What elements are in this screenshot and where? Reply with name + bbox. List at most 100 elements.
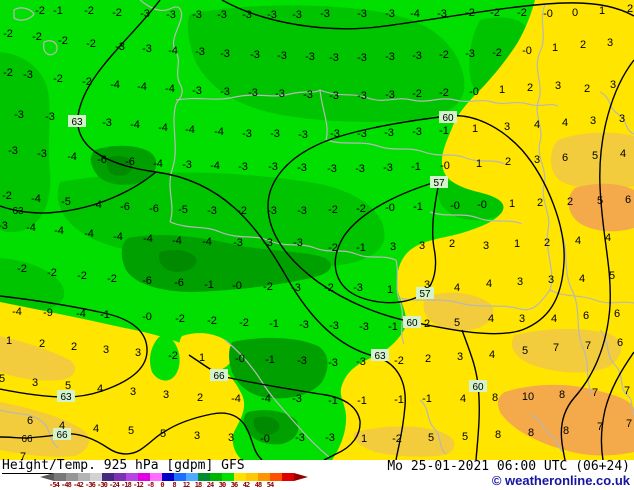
temp-value: 7 xyxy=(585,340,591,352)
temp-value: 4 xyxy=(534,119,540,131)
temp-value: -6 xyxy=(120,201,130,213)
temp-value: -3 xyxy=(37,148,47,160)
temp-value: 4 xyxy=(488,313,494,325)
temp-value: -0 xyxy=(232,280,242,292)
temp-value: 8 xyxy=(492,392,498,404)
temp-value: -4 xyxy=(214,126,224,138)
colorbar-cell xyxy=(126,473,138,481)
contour-value: 60 xyxy=(472,382,484,393)
temp-value: -3 xyxy=(297,355,307,367)
temp-value: 3 xyxy=(424,279,430,291)
temp-value: 7 xyxy=(624,385,630,397)
colorbar-cell xyxy=(138,473,150,481)
temp-value: -6 xyxy=(142,275,152,287)
temp-value: -3 xyxy=(0,220,8,232)
temp-value: 7 xyxy=(592,387,598,399)
temp-value: 2 xyxy=(527,82,533,94)
temp-value: 5 xyxy=(128,425,134,437)
colorbar-tick: -12 xyxy=(133,481,144,489)
temp-value: 1 xyxy=(199,352,205,364)
temp-value: -3 xyxy=(263,237,273,249)
temp-value: -0 xyxy=(385,202,395,214)
temp-value: 6 xyxy=(562,152,568,164)
temp-value: -1 xyxy=(356,242,366,254)
temp-value: -2 xyxy=(324,282,334,294)
temp-value: -5 xyxy=(178,204,188,216)
temp-value: 5 xyxy=(65,380,71,392)
temp-value: -6 xyxy=(125,156,135,168)
temp-value: -1 xyxy=(439,125,449,137)
contour-value: 63 xyxy=(12,206,24,217)
temp-value: -6 xyxy=(149,203,159,215)
temp-value: 2 xyxy=(71,341,77,353)
temp-value: -2 xyxy=(17,263,27,275)
colorbar-tick: 0 xyxy=(160,481,164,489)
temp-value: -2 xyxy=(107,273,117,285)
colorbar-left-arrow-icon xyxy=(40,473,54,481)
temp-value: -3 xyxy=(140,8,150,20)
temp-value: -0 xyxy=(469,86,479,98)
temp-value: -2 xyxy=(112,7,122,19)
temp-value: 1 xyxy=(6,335,12,347)
temp-value: -3 xyxy=(384,127,394,139)
temp-value: -3 xyxy=(275,88,285,100)
temp-value: 8 xyxy=(528,427,534,439)
temp-value: -1 xyxy=(204,279,214,291)
temp-value: 2 xyxy=(537,197,543,209)
temp-value: -3 xyxy=(192,85,202,97)
temp-value: -2 xyxy=(35,5,45,17)
temp-value: 4 xyxy=(97,383,103,395)
temp-value: -1 xyxy=(357,395,367,407)
contour-label-box xyxy=(68,115,86,127)
temp-value: -2 xyxy=(356,203,366,215)
temp-value: 3 xyxy=(534,154,540,166)
temp-value: -2 xyxy=(77,270,87,282)
temp-value: -3 xyxy=(356,356,366,368)
temp-value: -4 xyxy=(261,393,271,405)
temp-value: 2 xyxy=(627,3,633,15)
temp-value: 3 xyxy=(419,240,425,252)
temp-value: -1 xyxy=(411,161,421,173)
temp-value: -3 xyxy=(195,46,205,58)
temp-value: -4 xyxy=(172,235,182,247)
temp-value: 1 xyxy=(552,42,558,54)
map-title: Height/Temp. 925 hPa [gdpm] GFS xyxy=(2,458,245,474)
temp-value: -2 xyxy=(392,433,402,445)
temp-value: 1 xyxy=(499,84,505,96)
colorbar-tick: -48 xyxy=(61,481,72,489)
temp-value: -4 xyxy=(54,225,64,237)
temp-value: 2 xyxy=(425,353,431,365)
temp-value: 1 xyxy=(514,238,520,250)
temp-value: -1 xyxy=(388,321,398,333)
contour-value: 63 xyxy=(374,351,386,362)
temp-value: 2 xyxy=(567,196,573,208)
temp-value: 5 xyxy=(428,432,434,444)
colorbar-cell xyxy=(90,473,102,481)
temp-value: -3 xyxy=(299,319,309,331)
temp-value: -9 xyxy=(43,307,53,319)
temp-value: 1 xyxy=(472,123,478,135)
temp-value: -6 xyxy=(97,154,107,166)
temp-value: 8 xyxy=(563,425,569,437)
temp-value: 1 xyxy=(509,198,515,210)
colorbar-cell xyxy=(258,473,270,481)
colorbar-tick: -42 xyxy=(73,481,84,489)
temp-value: -3 xyxy=(292,393,302,405)
temp-value: -4 xyxy=(168,45,178,57)
temp-value: -3 xyxy=(357,128,367,140)
temp-value: 5 xyxy=(522,345,528,357)
temp-value: -3 xyxy=(357,52,367,64)
temp-value: -3 xyxy=(353,282,363,294)
temp-value: -2 xyxy=(3,28,13,40)
temp-value: -3 xyxy=(207,205,217,217)
temp-value: -3 xyxy=(267,9,277,21)
temp-value: -3 xyxy=(412,126,422,138)
temp-value: 6 xyxy=(614,308,620,320)
temp-value: 4 xyxy=(93,423,99,435)
colorbar-tick: 18 xyxy=(194,481,202,489)
temp-value: 7 xyxy=(553,342,559,354)
temp-value: -3 xyxy=(359,321,369,333)
temp-value: 3 xyxy=(504,121,510,133)
temp-value: -3 xyxy=(297,162,307,174)
